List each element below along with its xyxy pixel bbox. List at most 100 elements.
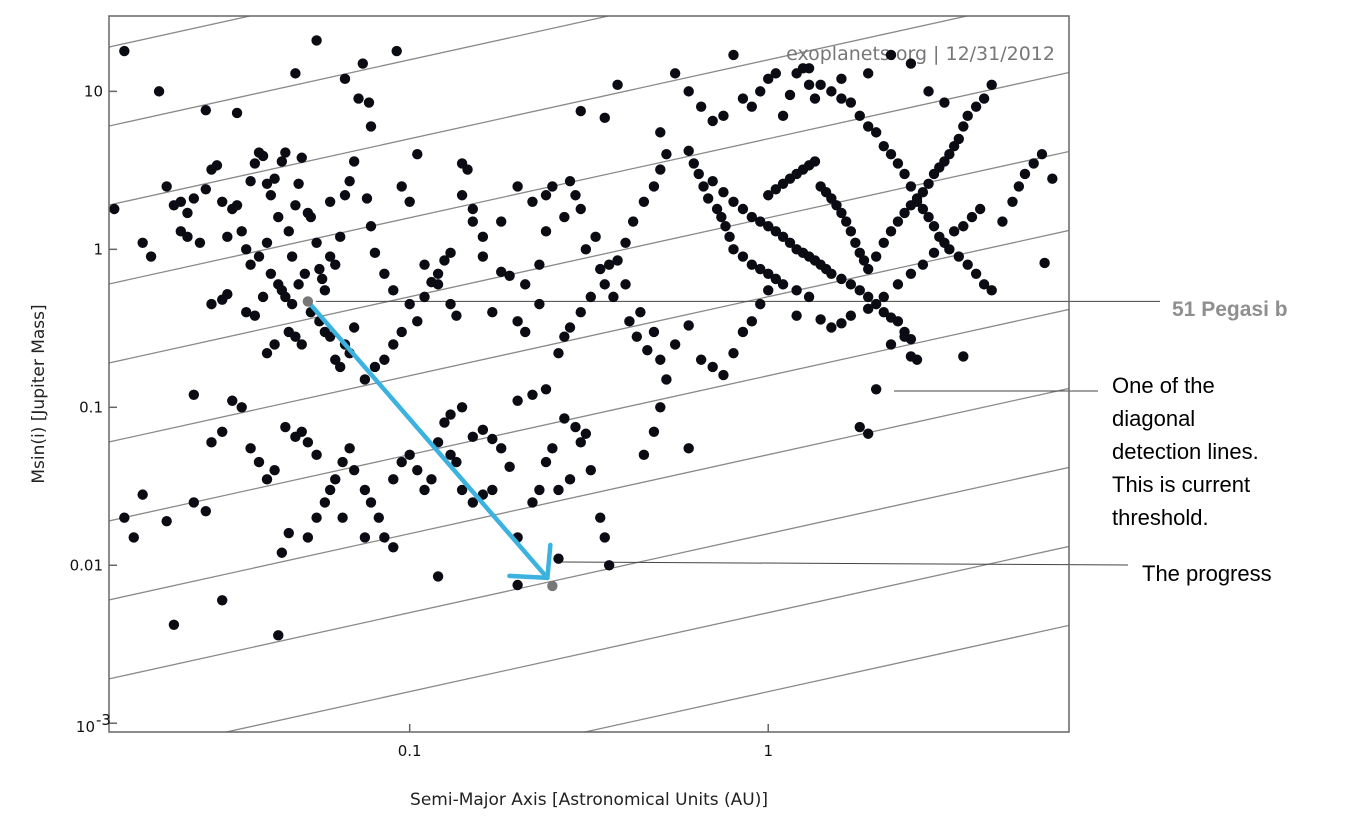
data-point <box>627 216 639 227</box>
data-point <box>746 211 758 223</box>
data-point <box>269 339 280 350</box>
data-point <box>369 361 381 373</box>
data-point <box>290 200 301 211</box>
data-point <box>363 97 375 108</box>
data-point <box>200 505 212 517</box>
data-point <box>923 86 934 97</box>
data-point <box>527 196 538 207</box>
data-point <box>188 497 200 508</box>
y-tick-label: 10 <box>84 82 103 100</box>
data-point <box>487 484 498 496</box>
data-point <box>467 497 479 508</box>
data-point <box>655 164 666 175</box>
data-point <box>953 133 964 145</box>
label-51-pegasi-b-line: 51 Pegasi b <box>1172 298 1288 321</box>
data-point <box>923 178 934 189</box>
data-point <box>456 484 468 496</box>
data-point <box>559 331 570 342</box>
data-point <box>1007 196 1018 207</box>
data-point <box>379 532 390 543</box>
data-point <box>512 579 523 591</box>
data-point <box>1019 168 1031 180</box>
data-point <box>1039 257 1050 269</box>
data-point <box>388 285 399 296</box>
data-point <box>419 259 430 270</box>
annotation-lines-group <box>315 300 1160 566</box>
y-tick-label: 1 <box>93 240 103 258</box>
data-point <box>603 259 615 270</box>
data-point <box>970 101 982 112</box>
data-point <box>456 402 468 413</box>
data-point <box>905 181 917 192</box>
progress-arrow-shaft <box>305 299 550 581</box>
data-point <box>261 237 273 248</box>
data-point <box>241 244 252 255</box>
data-point <box>655 127 666 138</box>
label-progress-line: The progress <box>1142 561 1272 586</box>
data-point <box>175 196 187 207</box>
data-point <box>188 193 200 204</box>
data-point <box>575 105 586 117</box>
data-point <box>815 79 826 91</box>
data-point <box>599 532 610 543</box>
data-point <box>718 186 729 198</box>
highlight-point-51-pegasi-b <box>302 296 314 307</box>
data-point <box>737 326 749 338</box>
data-point <box>695 354 707 365</box>
data-point <box>784 237 796 248</box>
x-axis-ticks: 0.1 1 <box>398 724 773 760</box>
data-point <box>245 443 256 454</box>
data-point <box>970 268 982 280</box>
data-point <box>496 443 507 454</box>
data-point <box>379 354 390 365</box>
data-point <box>432 279 444 290</box>
data-point <box>905 268 917 280</box>
data-point <box>746 259 758 270</box>
data-point <box>217 595 228 606</box>
data-point <box>261 348 273 359</box>
detection-line <box>109 466 1069 680</box>
data-point <box>836 273 847 285</box>
data-point <box>161 181 172 192</box>
data-point <box>404 196 415 207</box>
data-point <box>638 449 650 461</box>
data-point <box>620 279 631 290</box>
data-point <box>870 251 882 262</box>
data-point <box>854 247 865 259</box>
data-point <box>899 331 910 342</box>
data-point <box>359 532 371 543</box>
data-point <box>655 354 666 365</box>
data-point <box>311 512 322 523</box>
data-point <box>854 285 865 296</box>
data-point <box>763 73 774 85</box>
x-tick-label: 1 <box>763 742 773 760</box>
data-point <box>412 316 423 327</box>
data-point <box>353 93 364 104</box>
data-point <box>1013 181 1025 192</box>
data-point <box>755 263 766 275</box>
leader-line-progress <box>562 561 1129 566</box>
data-point <box>669 68 681 79</box>
data-point <box>504 461 515 473</box>
data-point <box>426 474 437 485</box>
data-point <box>595 263 606 275</box>
data-point <box>432 437 444 448</box>
data-point <box>711 203 723 215</box>
data-point <box>439 255 450 266</box>
data-point <box>280 147 291 158</box>
data-point <box>858 255 870 266</box>
data-point <box>337 456 348 468</box>
data-point <box>580 428 592 439</box>
data-point <box>222 288 233 300</box>
data-point <box>456 190 468 201</box>
data-point <box>737 251 749 262</box>
data-point <box>119 512 130 523</box>
data-point <box>153 86 165 97</box>
data-point <box>391 45 402 57</box>
data-point <box>496 216 507 227</box>
data-point <box>319 497 331 508</box>
data-point <box>253 251 265 262</box>
data-point <box>365 497 377 508</box>
data-point <box>770 68 782 79</box>
